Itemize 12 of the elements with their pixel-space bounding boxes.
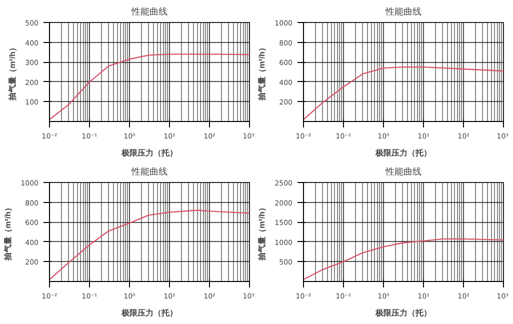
x-axis-title: 极限压力（托）: [120, 308, 178, 318]
y-axis-title: 抽气量（m³/h）: [258, 204, 267, 262]
chart-title: 性能曲线: [130, 166, 168, 178]
x-axis-title: 极限压力（托）: [120, 148, 178, 158]
y-axis-title: 抽气量（m³/h）: [8, 44, 18, 102]
x-axis-title: 极限压力（托）: [374, 308, 432, 318]
x-axis-title: 极限压力（托）: [374, 148, 432, 158]
y-axis-title: 抽气量（m³/h）: [258, 44, 267, 102]
chart-title: 性能曲线: [384, 166, 422, 178]
y-axis-title: 抽气量（m³/h）: [4, 204, 13, 262]
chart-title: 性能曲线: [384, 6, 422, 18]
chart-title: 性能曲线: [130, 6, 168, 18]
